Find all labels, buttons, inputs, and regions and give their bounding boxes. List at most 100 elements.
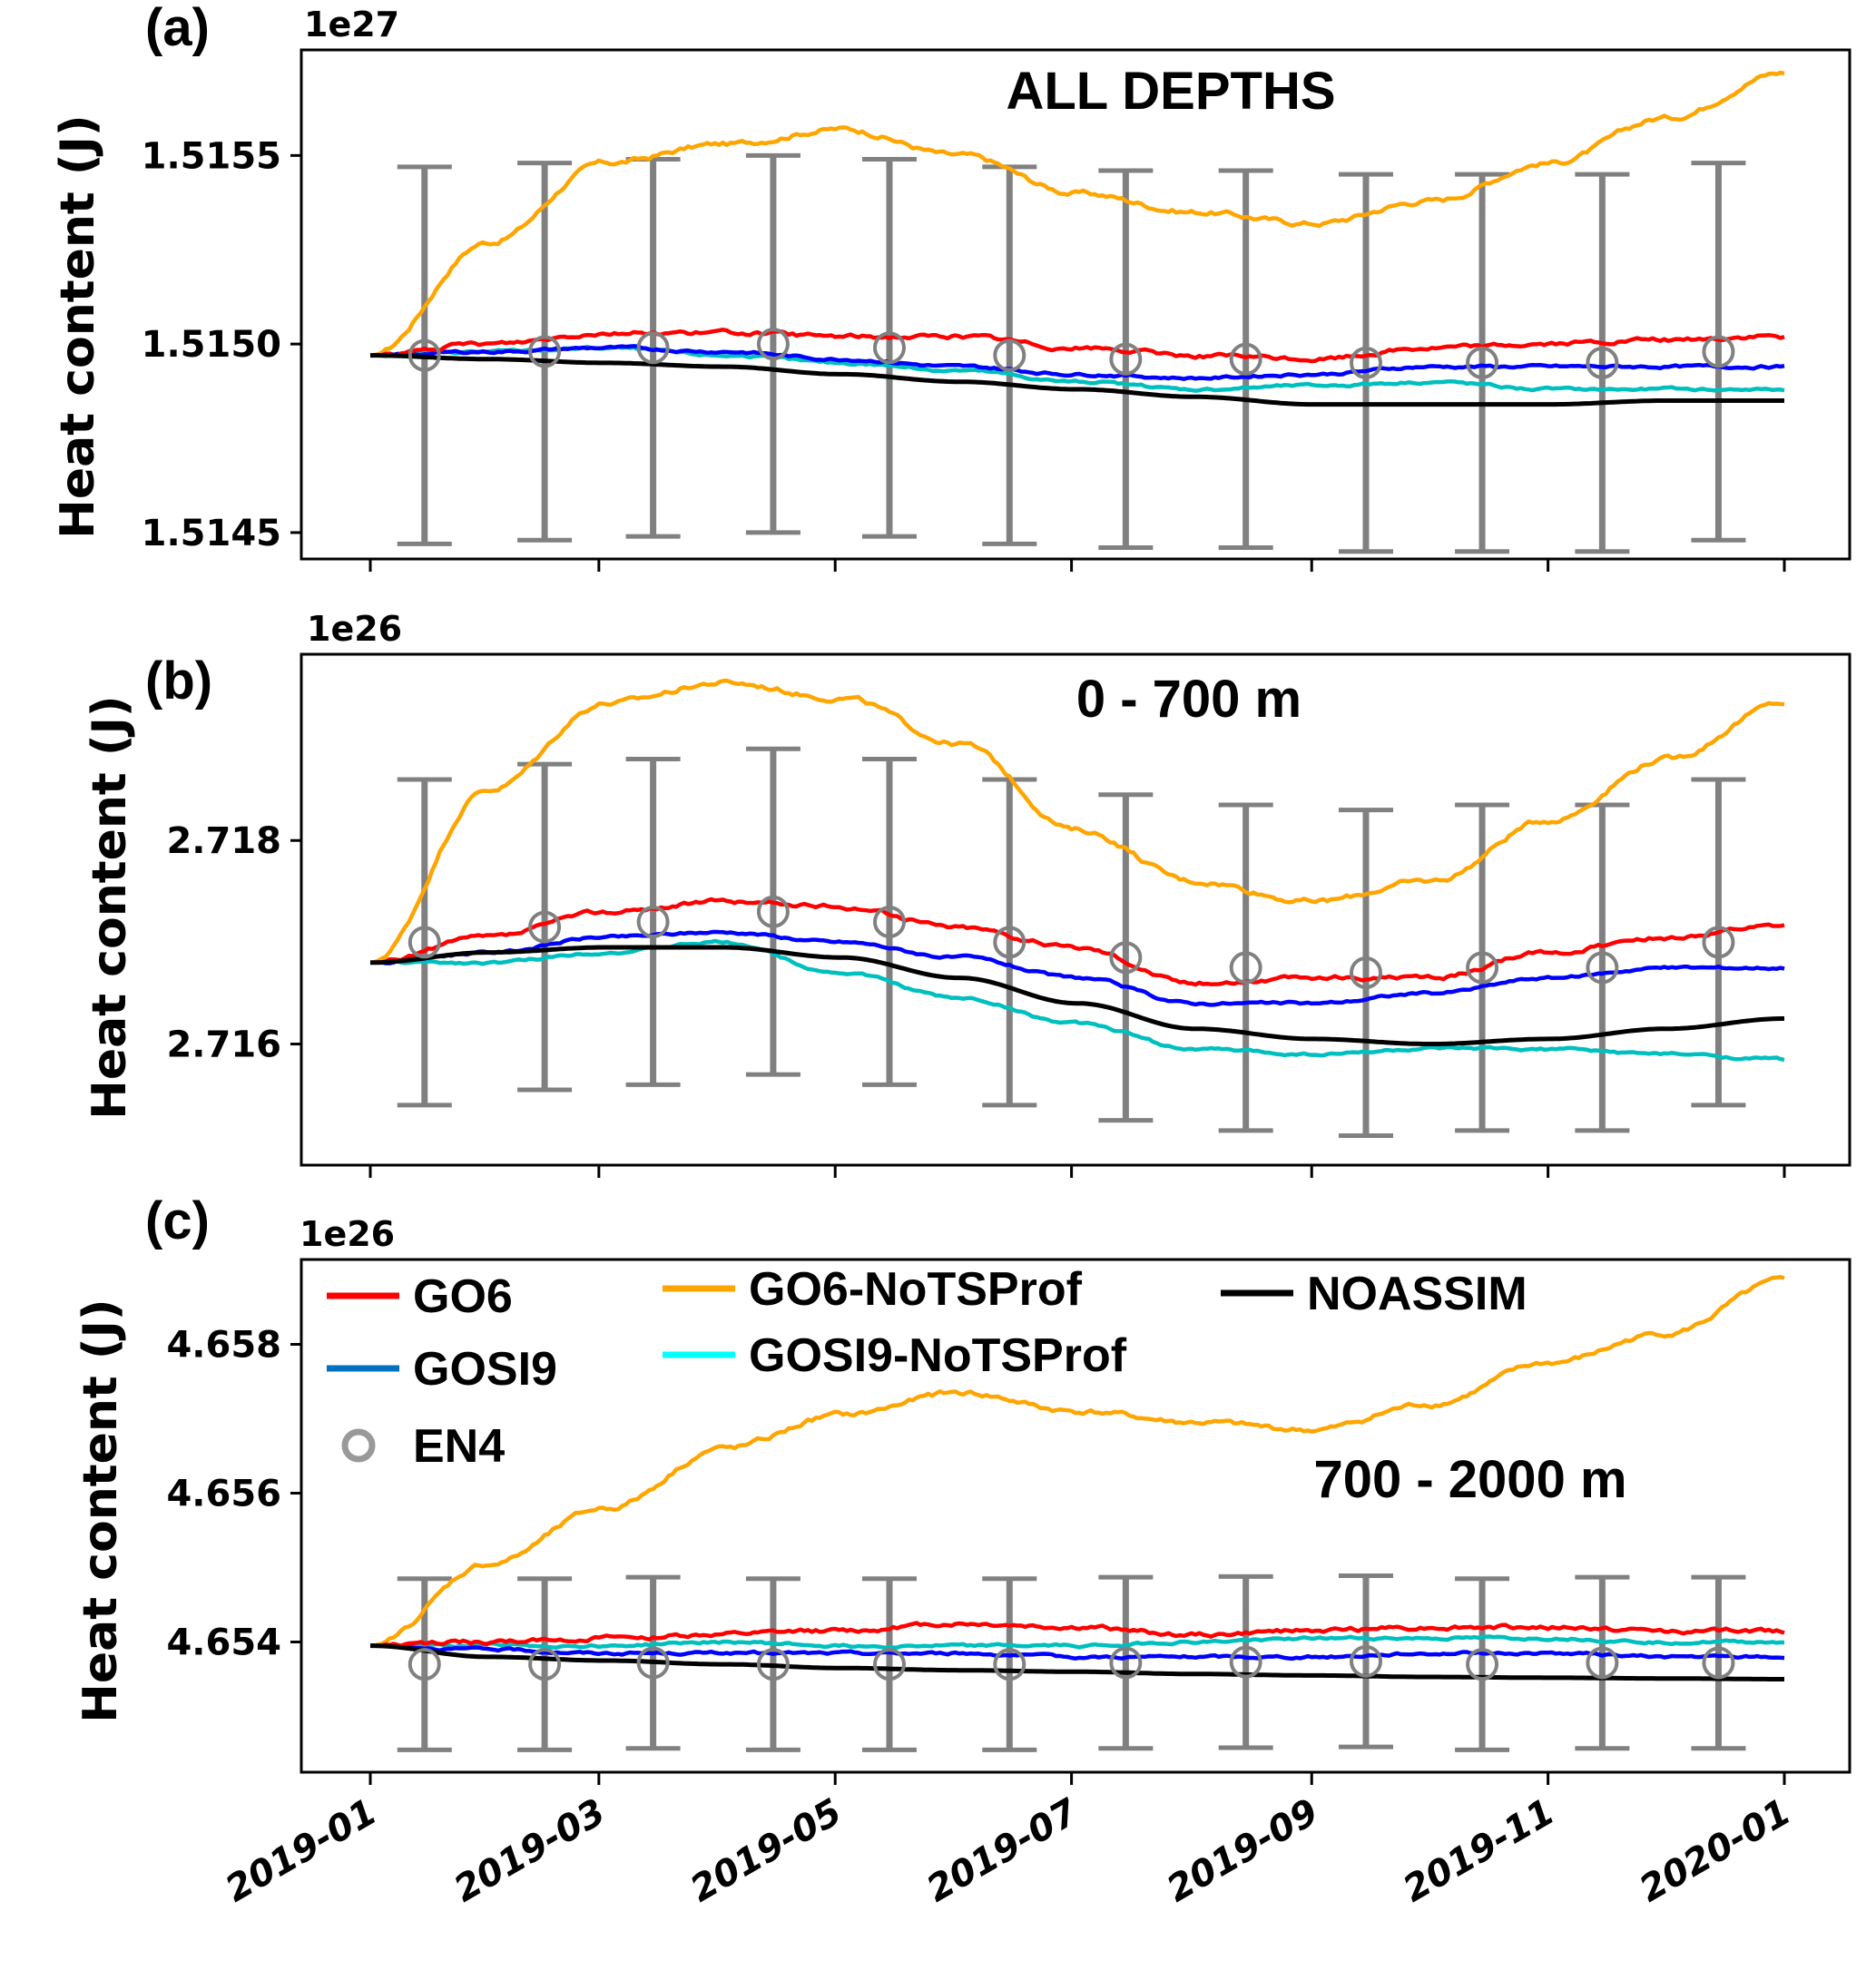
series-line-gosi9 bbox=[370, 929, 1785, 1007]
en4-errorbar bbox=[982, 1576, 1037, 1752]
y-tick-label: 4.654 bbox=[166, 1622, 281, 1663]
en4-marker bbox=[1350, 956, 1383, 990]
series-line-go6 bbox=[369, 897, 1785, 987]
y-tick-label: 1.5145 bbox=[142, 513, 281, 554]
en4-marker bbox=[756, 895, 790, 928]
plot-area bbox=[369, 678, 1785, 1138]
series-line-gosi9-notsprof bbox=[370, 344, 1785, 393]
en4-marker bbox=[1586, 1646, 1619, 1680]
legend-item-noassim: NOASSIM bbox=[1221, 1268, 1527, 1320]
en4-errorbar bbox=[1691, 777, 1746, 1108]
series-line-go6 bbox=[370, 328, 1785, 364]
x-tick-label: 2019-07 bbox=[920, 1791, 1085, 1911]
en4-marker bbox=[1466, 1648, 1499, 1681]
en4-errorbar bbox=[1455, 1576, 1510, 1752]
en4-marker bbox=[1109, 1646, 1143, 1680]
en4-errorbar bbox=[517, 761, 573, 1093]
legend-label: GOSI9 bbox=[413, 1343, 557, 1396]
en4-errorbar bbox=[1218, 1573, 1273, 1750]
series-line-go6-notsprof bbox=[369, 1275, 1785, 1648]
en4-errorbar bbox=[1339, 1573, 1394, 1750]
en4-errorbar bbox=[1691, 1574, 1746, 1751]
series-line-go6-notsprof bbox=[369, 70, 1785, 358]
legend-item-go6: GO6 bbox=[327, 1270, 513, 1323]
legend-item-go6-notsprof: GO6-NoTSProf bbox=[663, 1263, 1083, 1316]
en4-errorbar bbox=[982, 164, 1037, 546]
axes-frame bbox=[300, 652, 1851, 1167]
en4-marker bbox=[993, 338, 1026, 372]
x-tick-label: 2019-09 bbox=[1160, 1791, 1325, 1911]
legend-swatch-circle bbox=[341, 1428, 376, 1463]
en4-marker bbox=[872, 331, 906, 365]
en4-errorbar bbox=[397, 777, 452, 1108]
y-axis-label: Heat content (J) bbox=[74, 1299, 128, 1722]
en4-marker bbox=[528, 910, 562, 944]
y-tick-label: 1.5155 bbox=[142, 135, 281, 177]
en4-errorbar bbox=[1339, 172, 1394, 554]
en4-marker bbox=[993, 926, 1026, 959]
legend-item-en4: EN4 bbox=[341, 1420, 505, 1473]
legend-item-gosi9-notsprof: GOSI9-NoTSProf bbox=[663, 1329, 1127, 1382]
plot-area bbox=[369, 1275, 1785, 1752]
en4-marker bbox=[1586, 346, 1619, 379]
panel-a: (a) 1e27 Heat content (J) 1.5145 1.5150 1.515… bbox=[51, 0, 1851, 572]
en4-marker bbox=[1702, 335, 1735, 368]
en4-marker bbox=[756, 328, 790, 361]
en4-marker bbox=[408, 338, 441, 372]
series-line-go6-notsprof bbox=[369, 678, 1785, 965]
en4-errorbar bbox=[1455, 172, 1510, 554]
en4-marker bbox=[1350, 1644, 1383, 1678]
plot-area bbox=[369, 70, 1785, 554]
en4-marker bbox=[636, 331, 670, 365]
en4-marker bbox=[408, 1648, 441, 1681]
y-axis-label: Heat content (J) bbox=[51, 114, 105, 538]
en4-errorbar bbox=[1218, 802, 1273, 1133]
en4-marker bbox=[872, 905, 906, 938]
x-tick-label: 2019-05 bbox=[683, 1791, 849, 1911]
en4-marker bbox=[1466, 346, 1499, 379]
x-tick-label: 2019-03 bbox=[447, 1791, 613, 1911]
en4-errorbar bbox=[861, 1576, 917, 1752]
x-tick-label: 2019-01 bbox=[219, 1791, 384, 1911]
legend-label: EN4 bbox=[413, 1420, 505, 1473]
y-axis-label: Heat content (J) bbox=[83, 695, 137, 1119]
axes-frame bbox=[300, 48, 1851, 561]
y-offset-text: 1e27 bbox=[304, 5, 399, 44]
axes-frame bbox=[300, 1258, 1851, 1774]
panel-annotation: ALL DEPTHS bbox=[1006, 62, 1335, 121]
series-line-noassim bbox=[370, 945, 1784, 1046]
series-line-gosi9 bbox=[370, 344, 1785, 381]
en4-errorbar bbox=[1575, 172, 1630, 554]
y-tick-label: 2.716 bbox=[166, 1024, 281, 1066]
en4-errorbar bbox=[1339, 808, 1394, 1138]
series-line-go6 bbox=[370, 1621, 1785, 1648]
series-line-gosi9-notsprof bbox=[370, 938, 1785, 1063]
legend-label: GO6-NoTSProf bbox=[749, 1263, 1083, 1316]
en4-errorbar bbox=[1575, 802, 1630, 1133]
panel-annotation: 0 - 700 m bbox=[1076, 670, 1301, 729]
panel-letter: (a) bbox=[145, 0, 210, 57]
en4-marker bbox=[1229, 1645, 1262, 1679]
series-line-gosi9 bbox=[370, 1642, 1785, 1661]
en4-errorbar bbox=[625, 757, 681, 1087]
en4-marker bbox=[993, 1648, 1026, 1681]
y-tick-label: 4.658 bbox=[166, 1324, 281, 1366]
panel-annotation: 700 - 2000 m bbox=[1313, 1450, 1626, 1509]
en4-errorbar bbox=[1098, 792, 1154, 1123]
series-line-noassim bbox=[370, 1643, 1784, 1681]
y-tick-label: 2.718 bbox=[166, 820, 281, 862]
en4-marker bbox=[872, 1648, 906, 1681]
en4-marker bbox=[1702, 1646, 1735, 1680]
en4-marker bbox=[528, 335, 562, 368]
en4-marker bbox=[1702, 926, 1735, 959]
en4-errorbar bbox=[745, 746, 800, 1077]
en4-marker bbox=[1109, 941, 1143, 975]
series-line-noassim bbox=[370, 353, 1784, 407]
legend-label: NOASSIM bbox=[1307, 1268, 1527, 1320]
legend-item-gosi9: GOSI9 bbox=[327, 1343, 557, 1396]
en4-errorbar bbox=[1575, 1574, 1630, 1751]
en4-marker bbox=[756, 1648, 790, 1681]
en4-marker bbox=[408, 926, 441, 959]
en4-marker bbox=[528, 1648, 562, 1681]
